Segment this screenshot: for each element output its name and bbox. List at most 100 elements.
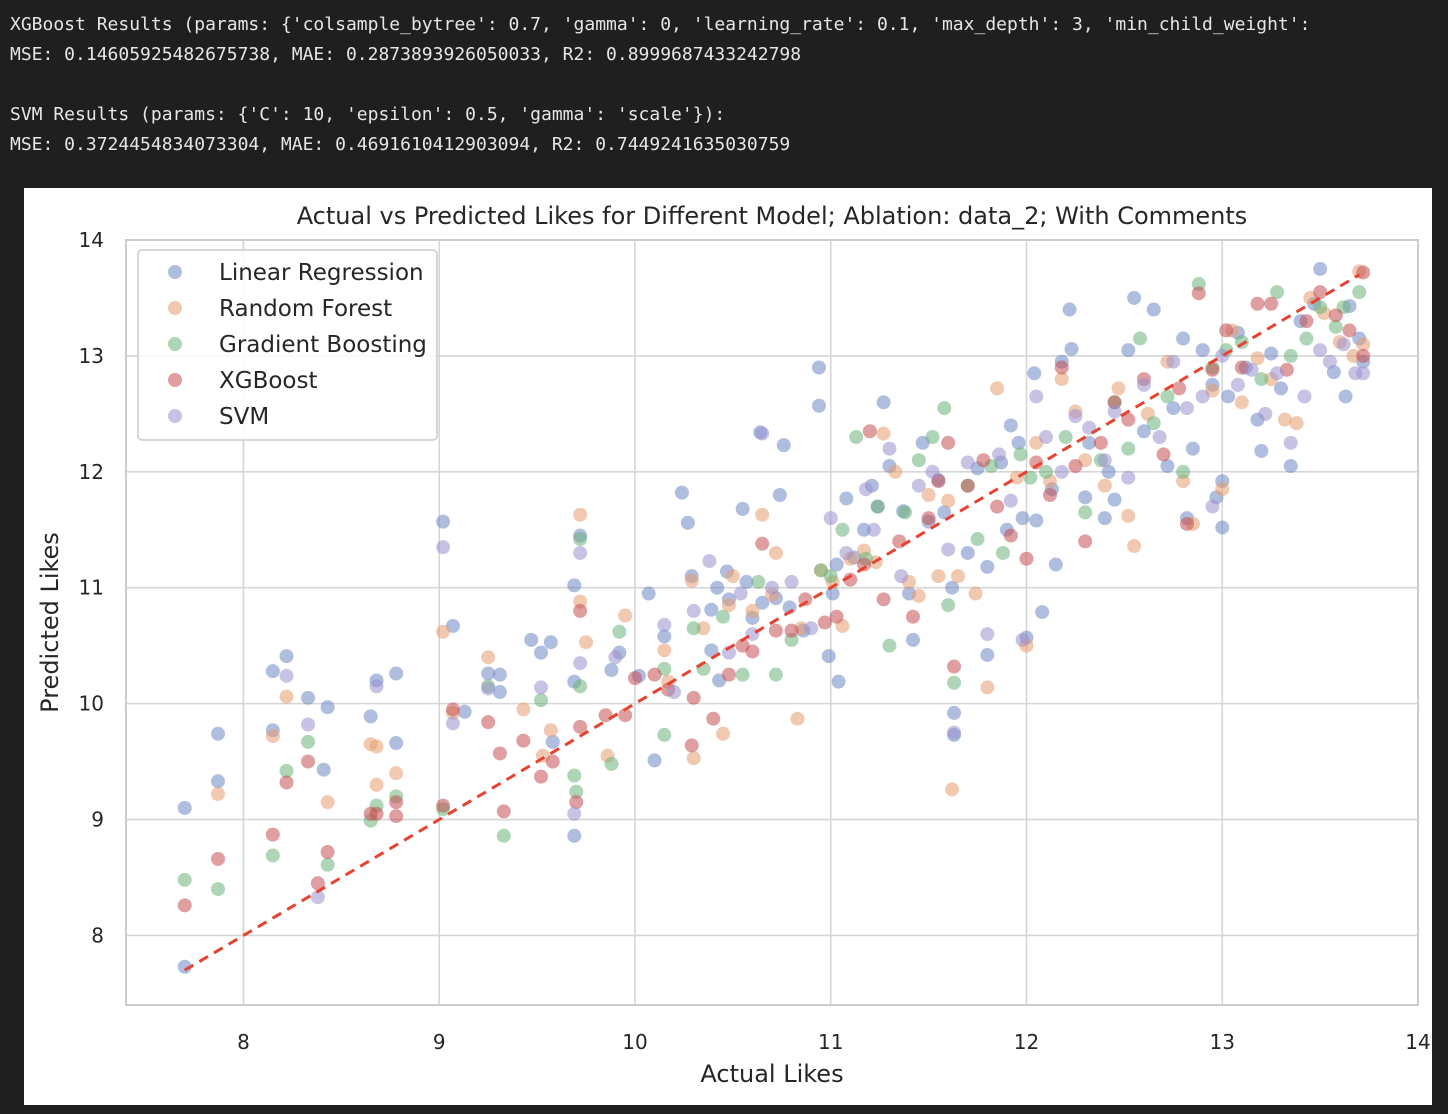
gradient-boosting-point (177, 872, 192, 887)
svm-point (911, 478, 926, 493)
random-forest-point (1097, 478, 1112, 493)
xgboost-point (627, 671, 642, 686)
xgboost-point (755, 536, 770, 551)
x-tick-label: 12 (1014, 1030, 1039, 1054)
y-tick-label: 9 (91, 808, 104, 832)
xgboost-point (1156, 447, 1171, 462)
random-forest-point (1289, 416, 1304, 431)
random-forest-point (389, 766, 404, 781)
xgboost-point (947, 659, 962, 674)
xgboost-point (1180, 516, 1195, 531)
legend-marker (168, 265, 182, 279)
svm-metrics-line: MSE: 0.3724454834073304, MAE: 0.46916104… (10, 134, 791, 155)
xgboost-point (389, 795, 404, 810)
svm-point (1015, 632, 1030, 647)
svm-point (657, 617, 672, 632)
xgboost-point (768, 623, 783, 638)
random-forest-point (950, 569, 965, 584)
random-forest-point (320, 795, 335, 810)
svm-point (1313, 343, 1328, 358)
linear-regression-point (735, 501, 750, 516)
linear-regression-point (457, 704, 472, 719)
random-forest-point (436, 624, 451, 639)
gradient-boosting-point (279, 763, 294, 778)
legend-marker (168, 409, 182, 423)
linear-regression-point (704, 602, 719, 617)
xgboost-point (1356, 265, 1371, 280)
legend-label: SVM (219, 404, 269, 430)
scatter-plot-output: 8 9 10 11 12 13 14 8 9 10 11 12 13 14 Actual vs Predi… (24, 188, 1432, 1105)
xgboost-point (265, 827, 280, 842)
svm-point (784, 574, 799, 589)
linear-regression-point (704, 643, 719, 658)
xgboost-point (320, 845, 335, 859)
tick-labels: 8 9 10 11 12 13 14 8 9 10 11 12 13 14 (79, 228, 1431, 1054)
linear-regression-point (947, 705, 962, 720)
svm-point (804, 621, 819, 636)
svm-point (567, 806, 582, 821)
random-forest-point (618, 608, 633, 623)
random-forest-point (1346, 348, 1361, 363)
svm-point (894, 569, 909, 584)
random-forest-point (1250, 351, 1265, 366)
linear-regression-point (363, 709, 378, 724)
linear-regression-point (839, 491, 854, 506)
legend-label: Gradient Boosting (219, 332, 427, 358)
svm-point (573, 656, 588, 671)
random-forest-point (990, 381, 1005, 396)
scatter-chart: 8 9 10 11 12 13 14 8 9 10 11 12 13 14 Actual vs Predi… (36, 202, 1431, 1088)
gradient-boosting-point (911, 453, 926, 468)
xgboost-point (976, 453, 991, 468)
xgboost-point (1172, 381, 1187, 396)
y-tick-label: 10 (79, 692, 104, 716)
svm-point (1258, 406, 1273, 421)
x-tick-label: 9 (433, 1030, 446, 1054)
random-forest-point (1127, 539, 1142, 553)
xgboost-point (647, 667, 662, 682)
gradient-boosting-point (941, 598, 956, 613)
legend-marker (168, 337, 182, 351)
y-tick-label: 13 (79, 344, 104, 368)
gradient-boosting-point (1254, 372, 1269, 387)
linear-regression-point (1082, 435, 1097, 450)
xgboost-point (843, 572, 858, 587)
xgboost-point (721, 667, 736, 682)
gradient-boosting-point (995, 545, 1010, 560)
x-tick-label: 10 (622, 1030, 647, 1054)
linear-regression-point (1029, 513, 1044, 528)
linear-regression-point (1195, 343, 1210, 358)
linear-regression-point (772, 488, 787, 502)
linear-regression-point (710, 580, 725, 595)
random-forest-point (945, 782, 960, 797)
gradient-boosting-point (604, 756, 619, 771)
linear-regression-point (567, 828, 582, 843)
gradient-boosting-point (301, 734, 316, 749)
linear-regression-point (945, 580, 960, 595)
gradient-boosting-point (768, 667, 783, 682)
svm-point (980, 627, 995, 642)
xgboost-point (684, 738, 699, 753)
xgboost-point (1078, 534, 1093, 549)
linear-regression-point (389, 736, 404, 751)
svm-point (436, 540, 451, 555)
xgboost-point (941, 435, 956, 450)
xgboost-point (598, 708, 613, 723)
linear-regression-point (1338, 389, 1353, 404)
xgboost-point (481, 715, 496, 730)
xgboost-point (310, 876, 325, 891)
linear-regression-point (567, 578, 582, 593)
linear-regression-point (980, 647, 995, 662)
xgboost-point (960, 478, 975, 493)
y-tick-label: 12 (79, 460, 104, 484)
gradient-boosting-point (1039, 464, 1054, 479)
linear-regression-point (1136, 424, 1151, 439)
xgboost-point (1313, 285, 1328, 300)
legend-label: Linear Regression (219, 260, 424, 286)
gradient-boosting-point (898, 505, 913, 520)
linear-regression-point (1003, 418, 1018, 433)
gradient-boosting-point (1176, 464, 1191, 479)
gradient-boosting-point (534, 693, 549, 708)
svm-point (608, 650, 623, 665)
random-forest-point (684, 573, 699, 588)
